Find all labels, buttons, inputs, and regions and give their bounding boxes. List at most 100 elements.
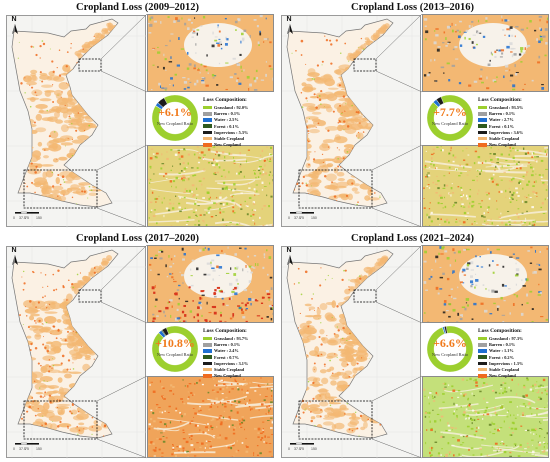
inset-map-south [423, 146, 548, 226]
scale-bar [290, 211, 314, 214]
legend-title: Loss Composition: [203, 97, 247, 103]
legend-swatch [203, 118, 212, 122]
scale-label: 150 [36, 216, 42, 220]
legend-label: Impervious : 5.3% [214, 129, 249, 135]
legend-title: Loss Composition: [203, 328, 247, 334]
legend-item: Water : 1.1% [478, 348, 548, 354]
inset-north [147, 245, 274, 323]
inset-south [147, 145, 274, 227]
panel-title: Cropland Loss (2017–2020) [76, 233, 199, 244]
legend-item: Impervious : 3.6% [478, 129, 548, 135]
legend-item: Water : 2.4% [203, 348, 273, 354]
legend-swatch [203, 142, 212, 147]
scale-label: 150 [311, 447, 317, 451]
scale-label: 150 [311, 216, 317, 220]
legend-swatch [203, 373, 212, 378]
legend-item: Impervious : 1.3% [478, 360, 548, 366]
scale-bar [15, 211, 39, 214]
legend-label: Water : 2.5% [214, 117, 239, 123]
legend-swatch [203, 342, 212, 347]
north-label: N [286, 247, 292, 254]
study-area-box-south [23, 169, 98, 209]
legend-swatch [203, 355, 212, 359]
legend-label: Water : 2.4% [214, 348, 239, 354]
legend-label: Barren : 0.1% [489, 111, 516, 117]
study-area-box-north [353, 58, 377, 72]
legend-label: Impervious : 1.3% [489, 360, 524, 366]
donut-slice-grassland [151, 325, 199, 373]
scale-label: 37.5 [19, 447, 26, 451]
scale-label: 75 [300, 447, 304, 451]
region-map [282, 247, 422, 459]
inset-map-north [148, 15, 273, 91]
legend-swatch [203, 367, 212, 372]
north-arrow-icon [287, 255, 293, 265]
scale-label: 75 [300, 216, 304, 220]
legend-item: Grassland : 92.0% [203, 105, 273, 111]
legend-item: Stable Cropland [203, 135, 273, 141]
legend-swatch [478, 361, 487, 366]
legend-item: Forest : 0.2% [478, 354, 548, 360]
legend-item: Impervious : 5.3% [203, 129, 273, 135]
legend-item: Barren : 0.1% [478, 342, 548, 348]
legend-swatch [203, 349, 212, 353]
new-cropland-ratio-value: +7.7% [433, 105, 467, 119]
donut-slice-impervious [157, 97, 168, 108]
inset-map-north [423, 15, 548, 91]
new-cropland-ratio-value: +10.8% [155, 336, 195, 350]
north-arrow-icon [287, 24, 293, 34]
panel-title: Cropland Loss (2013–2016) [351, 2, 474, 13]
legend-item: Stable Cropland [203, 366, 273, 372]
study-area-box-north [78, 289, 102, 303]
scale-label: 0 [288, 447, 290, 451]
loss-composition-legend: Loss Composition: Grassland : 92.0% Barren… [203, 97, 273, 148]
legend-swatch [203, 124, 212, 128]
loss-composition-donut [426, 325, 474, 373]
legend-swatch [478, 142, 487, 147]
map-frame [281, 246, 422, 459]
study-area-box-south [23, 400, 98, 440]
legend-label: Forest : 0.7% [214, 354, 239, 360]
legend-item: Water : 2.5% [203, 117, 273, 123]
legend-swatch [478, 349, 487, 353]
panel-title: Cropland Loss (2021–2024) [351, 233, 474, 244]
legend-label: Stable Cropland [489, 136, 520, 142]
legend-swatch [478, 355, 487, 359]
legend-item: Stable Cropland [478, 366, 548, 372]
loss-composition-legend: Loss Composition: Grassland : 93.5% Barren… [478, 97, 548, 148]
legend-item: Impervious : 3.1% [203, 360, 273, 366]
scale-label: 0 [288, 216, 290, 220]
inset-map-south [148, 146, 273, 226]
donut-chart: +7.7% New Cropland Ratio [424, 92, 476, 144]
inset-north [147, 14, 274, 92]
legend-label: Water : 2.7% [489, 117, 514, 123]
legend-swatch [478, 336, 487, 341]
legend-label: Forest : 0.2% [489, 354, 514, 360]
panel-title: Cropland Loss (2009–2012) [76, 2, 199, 13]
inset-map-north [423, 246, 548, 322]
new-cropland-ratio-value: +6.6% [433, 336, 467, 350]
legend-label: New Cropland [214, 142, 241, 148]
legend-swatch [478, 342, 487, 347]
legend-swatch [478, 105, 487, 110]
legend-swatch [203, 136, 212, 141]
legend-label: New Cropland [489, 142, 516, 148]
legend-item: Stable Cropland [478, 135, 548, 141]
legend-label: Barren : 0.1% [214, 111, 241, 117]
legend-label: Barren : 0.1% [214, 342, 241, 348]
study-area-box-south [298, 169, 373, 209]
scale-label: 0 [13, 447, 15, 451]
donut-slice-impervious [161, 327, 170, 336]
inset-map-south [423, 377, 548, 457]
scale-label: 150 [36, 447, 42, 451]
new-cropland-ratio-label: New Cropland Ratio [431, 121, 469, 126]
loss-composition-legend: Loss Composition: Grassland : 93.7% Barren… [203, 328, 273, 379]
legend-label: Water : 1.1% [489, 348, 514, 354]
legend-item: Grassland : 93.5% [478, 105, 548, 111]
legend-item: Barren : 0.1% [203, 342, 273, 348]
map-frame [6, 15, 147, 228]
scale-label: 0 [13, 216, 15, 220]
legend-label: Grassland : 93.5% [489, 105, 524, 111]
donut-chart: +6.6% New Cropland Ratio [424, 323, 476, 375]
loss-composition-donut [151, 94, 199, 142]
